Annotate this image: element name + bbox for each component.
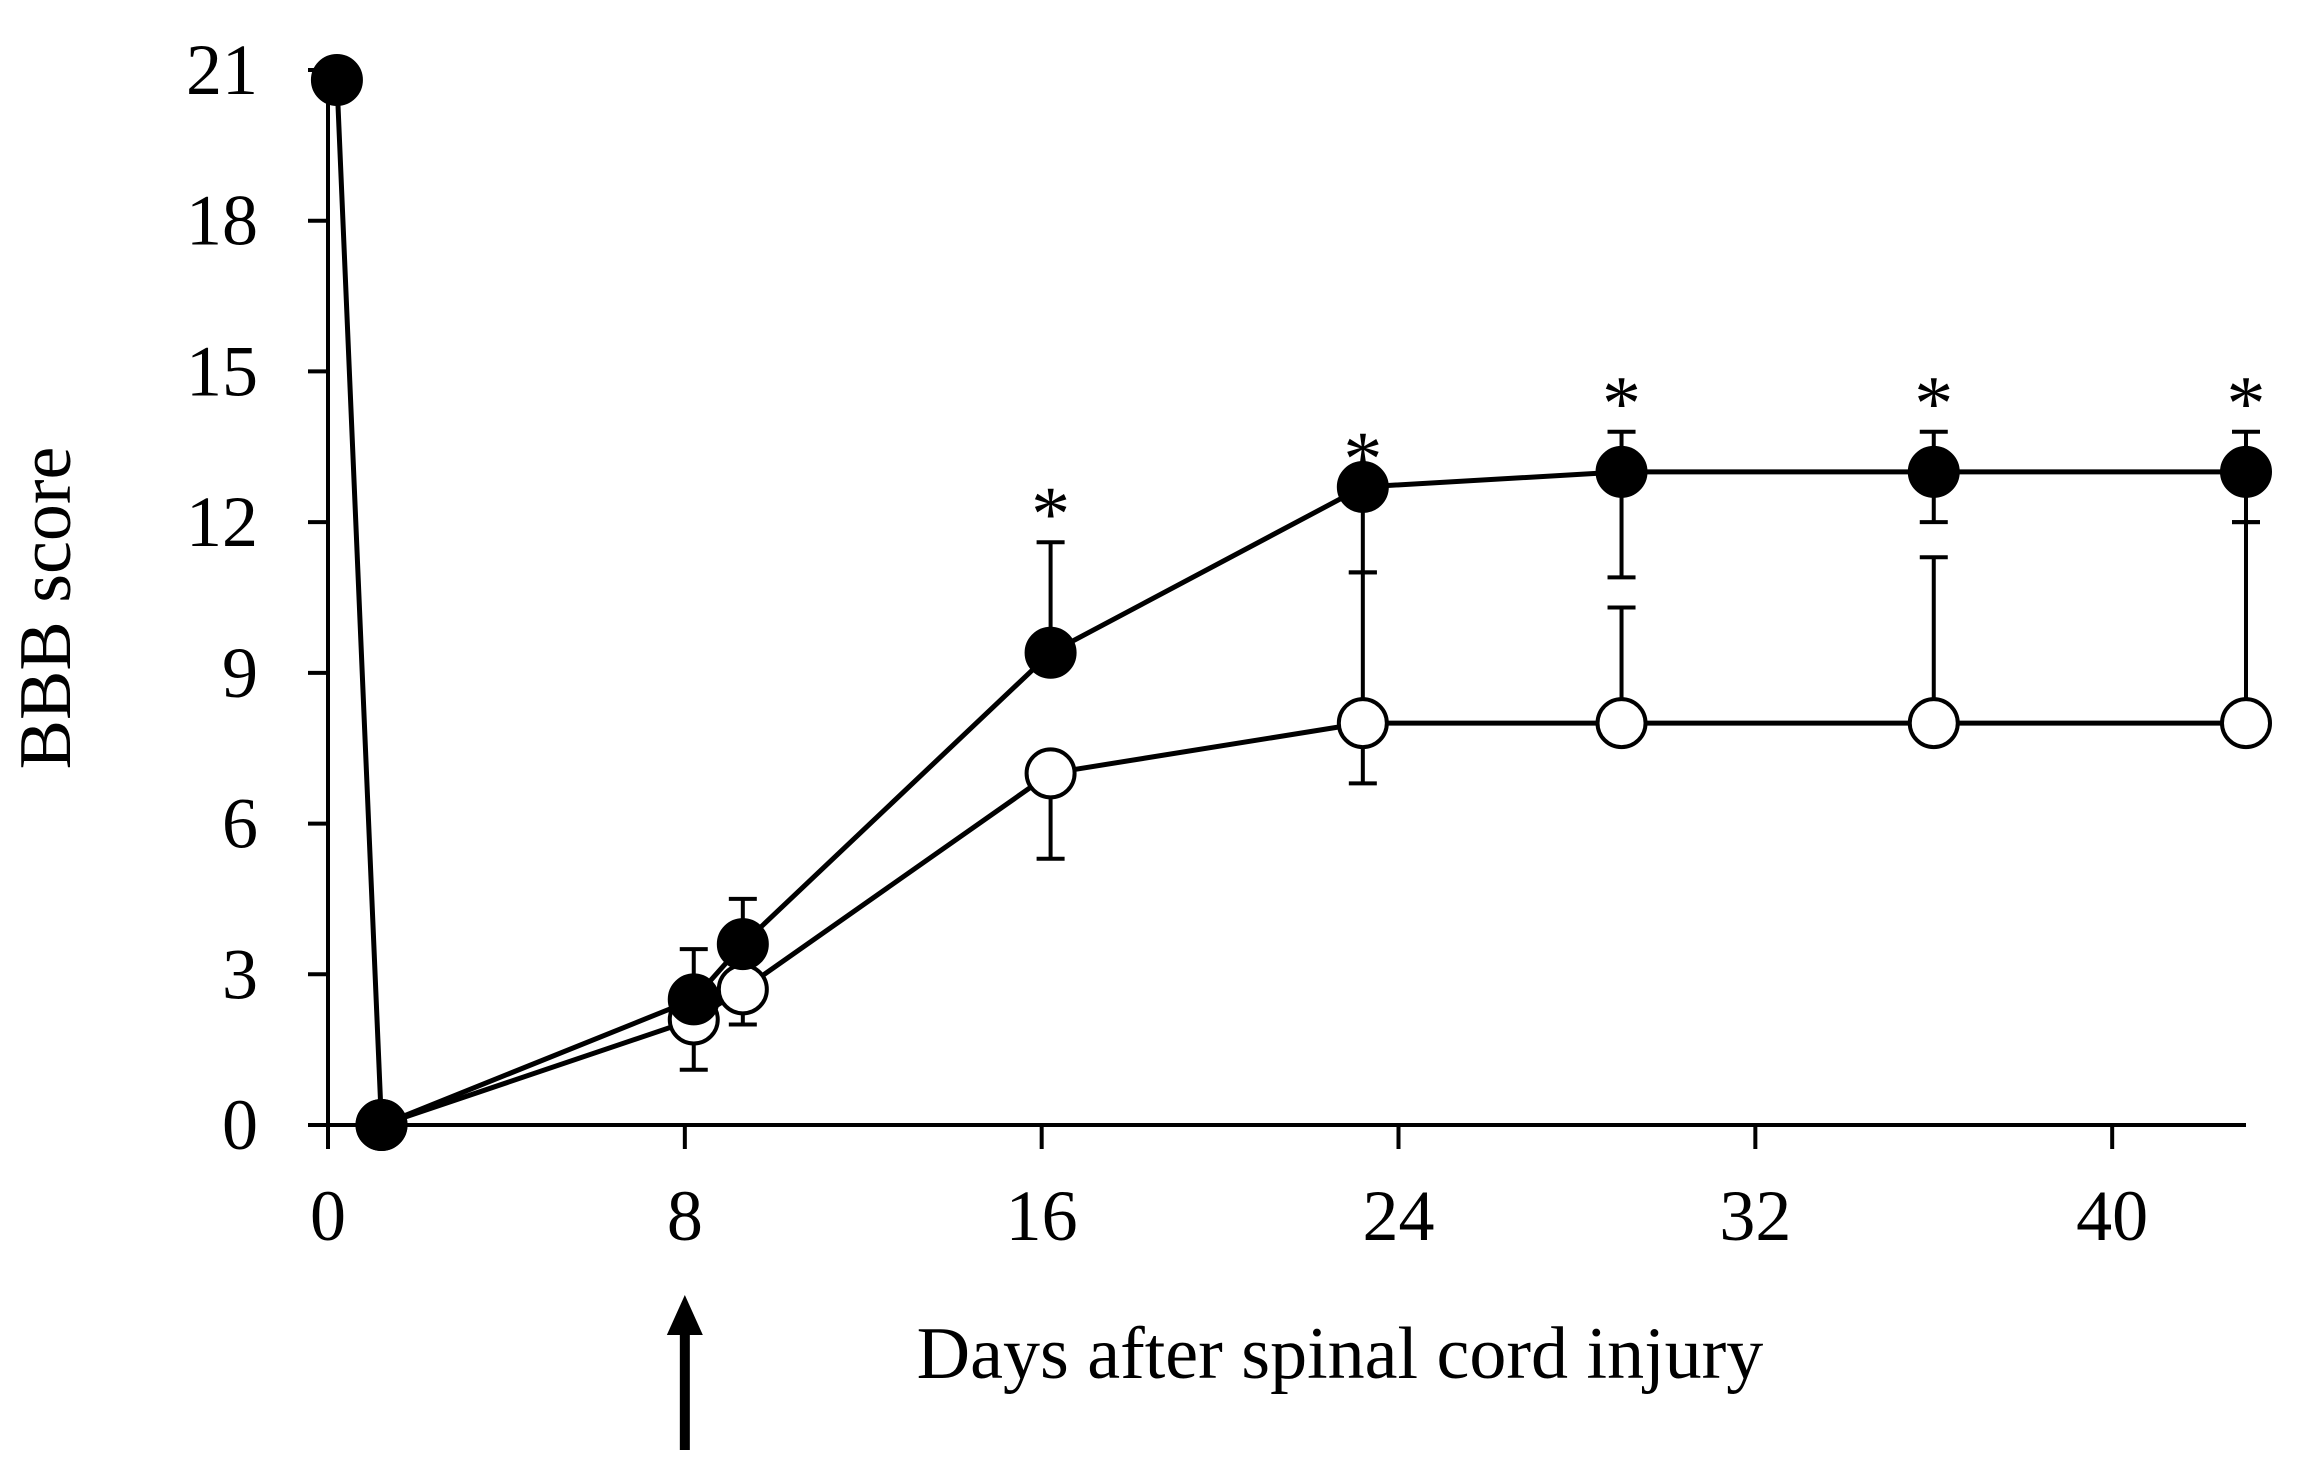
y-tick-label: 12 (186, 482, 258, 562)
x-tick-label: 8 (667, 1176, 703, 1256)
data-point-open (2220, 697, 2272, 750)
series-lines (334, 79, 2246, 1128)
data-point-filled (716, 918, 769, 971)
significance-asterisk: * (1343, 415, 1382, 502)
treatment-arrow-icon (666, 1295, 703, 1450)
y-tick-label: 0 (222, 1085, 258, 1165)
x-tick-label: 0 (310, 1176, 346, 1256)
axes (326, 70, 2246, 1127)
markers (310, 54, 2272, 1151)
data-point-open (1907, 697, 1960, 750)
data-point-filled (1336, 460, 1389, 513)
significance-asterisk: * (1031, 470, 1070, 557)
data-point-filled (355, 1099, 408, 1151)
x-tick-label: 24 (1363, 1176, 1435, 1256)
ticks: 0 3 6 9 12 15 18 21 0 8 16 24 32 40 (186, 30, 2148, 1256)
y-tick-label: 3 (222, 934, 258, 1014)
x-tick-label: 40 (2076, 1176, 2148, 1256)
significance-asterisk: * (1914, 360, 1953, 447)
data-point-filled (2220, 445, 2272, 498)
data-point-filled (1595, 445, 1648, 498)
x-axis-label: Days after spinal cord injury (917, 1313, 1764, 1395)
y-tick-label: 21 (186, 30, 258, 110)
data-point-open (1024, 747, 1077, 800)
series-line-filled (334, 79, 2246, 1128)
data-point-open (716, 963, 769, 1016)
y-tick-label: 6 (222, 784, 258, 864)
annotations: * * * * * (1031, 360, 2265, 558)
error-bars (679, 429, 2260, 1072)
y-tick-label: 15 (186, 331, 258, 411)
significance-asterisk: * (1602, 360, 1641, 447)
data-point-filled (1907, 445, 1960, 498)
arrow-head (666, 1295, 703, 1335)
x-tick-label: 16 (1006, 1176, 1078, 1256)
x-tick-label: 32 (1719, 1176, 1791, 1256)
data-point-open (1595, 697, 1648, 750)
y-tick-label: 9 (222, 633, 258, 713)
y-axis-label: BBB score (5, 447, 87, 770)
significance-asterisk: * (2227, 360, 2266, 447)
data-point-filled (310, 54, 363, 107)
data-point-filled (1024, 626, 1077, 679)
data-point-filled (667, 973, 720, 1026)
data-point-open (1336, 697, 1389, 750)
series-line-open (380, 720, 2246, 1128)
y-tick-label: 18 (186, 181, 258, 261)
